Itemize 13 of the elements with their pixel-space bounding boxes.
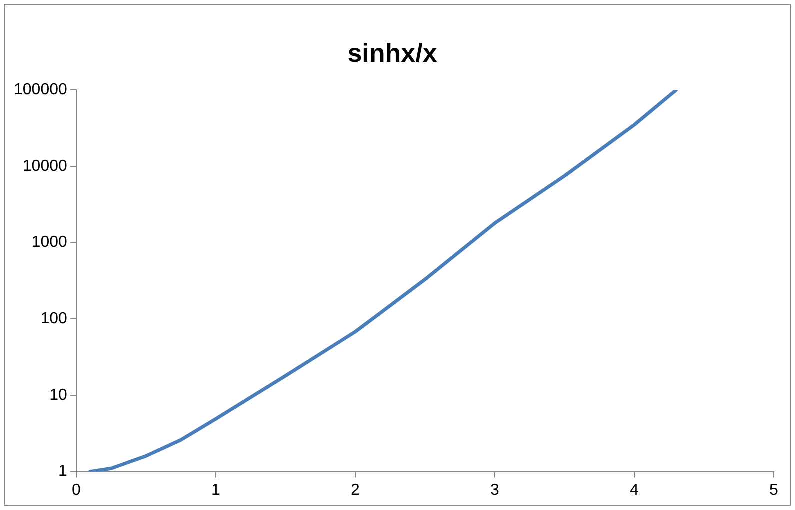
x-tick-label: 3 (490, 482, 500, 499)
chart-title: sinhx/x (348, 38, 438, 68)
x-tick-label: 5 (770, 482, 779, 499)
x-tick-label: 1 (211, 482, 220, 499)
y-tick-label: 100000 (14, 82, 68, 99)
y-tick-label: 10 (50, 386, 68, 404)
x-tick-label: 4 (630, 482, 640, 499)
y-tick-label: 1 (58, 463, 68, 480)
y-tick-label: 10000 (22, 158, 68, 175)
x-tick-label: 0 (72, 482, 81, 499)
y-tick-label: 100 (40, 310, 68, 328)
x-tick-label: 2 (350, 482, 360, 499)
y-tick-label: 1000 (32, 234, 68, 252)
